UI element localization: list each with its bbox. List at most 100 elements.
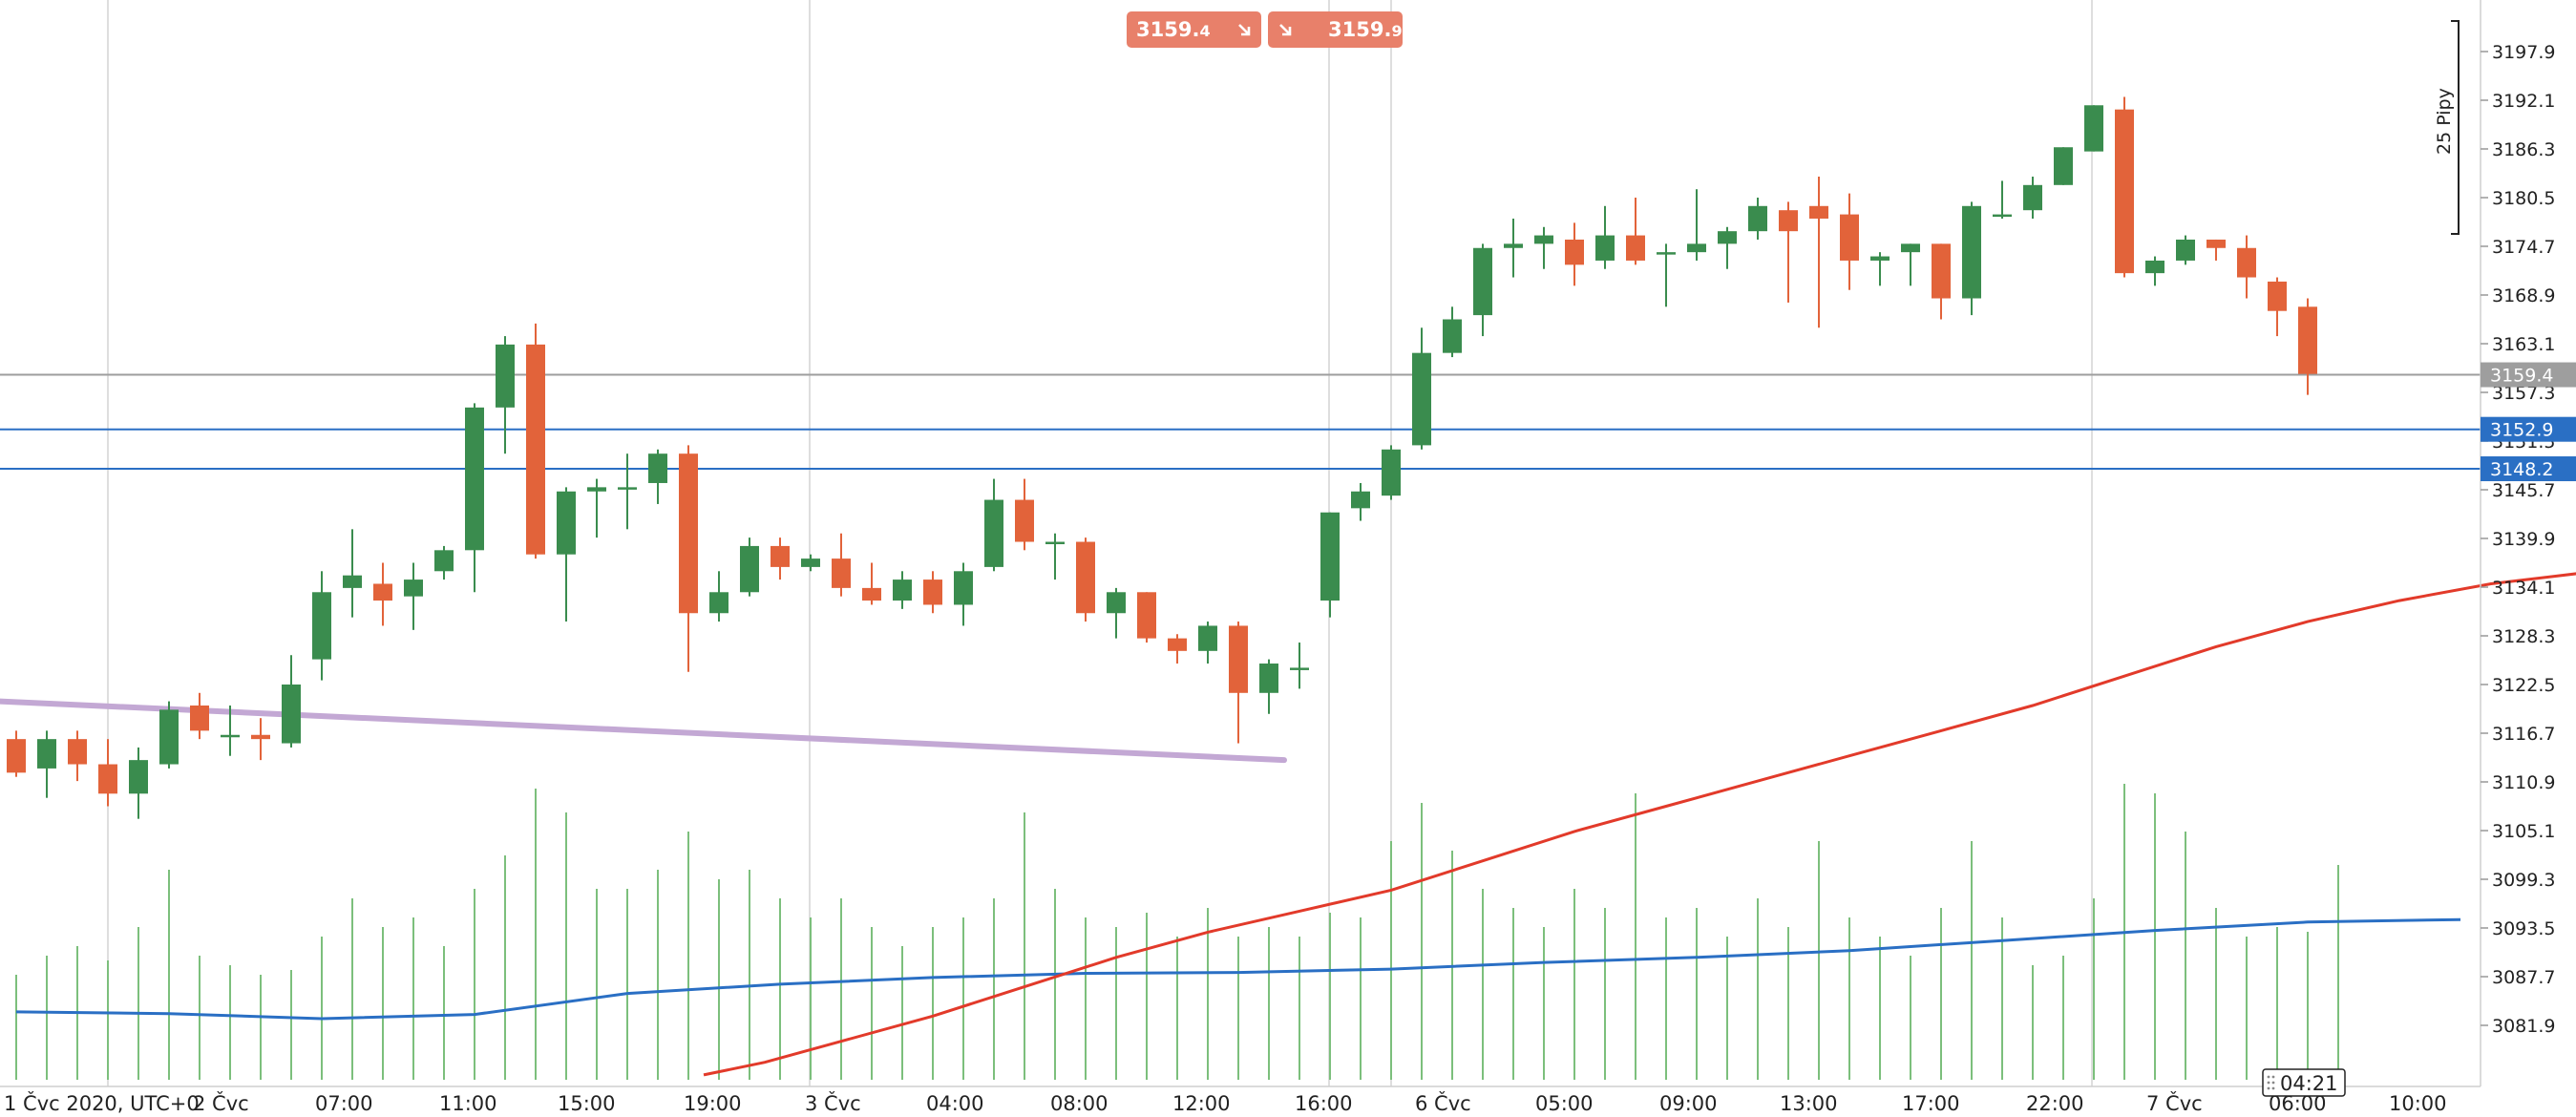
- price-lines[interactable]: [0, 373, 2481, 471]
- candle[interactable]: [2176, 235, 2195, 265]
- candle[interactable]: [740, 537, 759, 597]
- candle[interactable]: [1595, 205, 1615, 269]
- candle-body: [98, 764, 117, 794]
- candle[interactable]: [1779, 201, 1798, 303]
- candle-body: [1962, 205, 1981, 299]
- candle[interactable]: [648, 449, 667, 504]
- trendline[interactable]: [0, 698, 1287, 764]
- candle[interactable]: [1045, 533, 1065, 580]
- ma-red-line: [703, 572, 2576, 1077]
- candle[interactable]: [709, 571, 728, 622]
- candle[interactable]: [984, 478, 1003, 572]
- candle[interactable]: [1229, 622, 1248, 744]
- candle[interactable]: [37, 730, 56, 798]
- candle[interactable]: [1840, 193, 1859, 290]
- candle[interactable]: [373, 562, 392, 626]
- ask-price-main: 3159.: [1328, 18, 1391, 41]
- trendline-layer[interactable]: [0, 698, 1287, 764]
- candle[interactable]: [1932, 243, 1951, 320]
- candle[interactable]: [954, 562, 973, 626]
- candle[interactable]: [2237, 235, 2256, 299]
- candle[interactable]: [587, 478, 606, 538]
- candle[interactable]: [7, 730, 26, 777]
- candle[interactable]: [1168, 634, 1187, 664]
- candle[interactable]: [68, 730, 87, 782]
- candle[interactable]: [1657, 243, 1676, 307]
- candle[interactable]: [98, 739, 117, 807]
- candle[interactable]: [679, 445, 698, 672]
- candle[interactable]: [2023, 177, 2042, 219]
- candle[interactable]: [465, 403, 484, 593]
- candle[interactable]: [1076, 537, 1095, 622]
- candle-body: [2054, 147, 2073, 185]
- candle-body: [159, 709, 179, 765]
- candle[interactable]: [1351, 482, 1370, 521]
- candle[interactable]: [1473, 243, 1492, 337]
- ask-badge[interactable]: 3159.9: [1268, 11, 1403, 48]
- candle[interactable]: [2206, 239, 2226, 261]
- candle[interactable]: [1809, 177, 1828, 328]
- candle-body: [1870, 256, 1890, 261]
- x-tick-label: 12:00: [1172, 1092, 1231, 1115]
- candle-body: [587, 487, 606, 492]
- x-axis: 1 Čvc 2020, UTC+02 Čvc 07:00 11:00 15:00 19:…: [4, 1091, 2447, 1115]
- candle[interactable]: [1687, 189, 1706, 261]
- candle[interactable]: [312, 571, 331, 681]
- candle[interactable]: [2298, 298, 2317, 395]
- candle-body: [1626, 235, 1645, 261]
- candle[interactable]: [2145, 256, 2164, 286]
- candle[interactable]: [221, 705, 240, 756]
- candle[interactable]: [434, 545, 454, 580]
- x-tick-label: 10:00: [2389, 1092, 2447, 1115]
- candle[interactable]: [1534, 226, 1553, 269]
- candle[interactable]: [1870, 252, 1890, 286]
- candle[interactable]: [1901, 243, 1920, 286]
- candle[interactable]: [496, 336, 515, 454]
- bid-badge[interactable]: 3159.4: [1127, 11, 1261, 48]
- candle[interactable]: [1993, 180, 2012, 219]
- candle-body: [1351, 491, 1370, 509]
- candle[interactable]: [2084, 105, 2103, 152]
- candle[interactable]: [251, 718, 270, 761]
- candle[interactable]: [1382, 445, 1401, 500]
- candle[interactable]: [1259, 659, 1278, 714]
- candle-body: [1290, 667, 1309, 670]
- candle[interactable]: [801, 554, 820, 572]
- candle[interactable]: [923, 571, 942, 614]
- candle[interactable]: [1137, 592, 1156, 643]
- candle[interactable]: [1412, 327, 1431, 450]
- candle[interactable]: [557, 487, 576, 622]
- candle[interactable]: [159, 701, 179, 769]
- candle[interactable]: [893, 571, 912, 609]
- candle[interactable]: [1107, 587, 1126, 639]
- candle[interactable]: [343, 529, 362, 618]
- candle[interactable]: [2054, 147, 2073, 185]
- candle[interactable]: [1198, 622, 1217, 664]
- candle[interactable]: [190, 692, 209, 740]
- candle[interactable]: [2268, 277, 2287, 337]
- candle[interactable]: [1626, 198, 1645, 265]
- candle[interactable]: [129, 747, 148, 819]
- candle[interactable]: [1962, 201, 1981, 316]
- candle[interactable]: [1748, 198, 1767, 240]
- candle[interactable]: [2115, 96, 2134, 278]
- candle[interactable]: [618, 453, 637, 530]
- candle[interactable]: [404, 562, 423, 630]
- candle[interactable]: [1718, 226, 1737, 269]
- candles[interactable]: [7, 96, 2317, 819]
- candle[interactable]: [1320, 512, 1340, 618]
- candle[interactable]: [1565, 222, 1584, 286]
- y-tick-label: 3105.1: [2492, 821, 2555, 842]
- candle-body: [465, 407, 484, 551]
- candle[interactable]: [1290, 643, 1309, 689]
- candle-body: [709, 592, 728, 614]
- candle[interactable]: [526, 323, 545, 559]
- candle[interactable]: [771, 537, 790, 580]
- candle[interactable]: [1443, 306, 1462, 358]
- candle[interactable]: [1015, 478, 1034, 551]
- candle[interactable]: [862, 562, 881, 605]
- candle[interactable]: [1504, 218, 1523, 278]
- candle[interactable]: [832, 533, 851, 597]
- candle[interactable]: [282, 655, 301, 748]
